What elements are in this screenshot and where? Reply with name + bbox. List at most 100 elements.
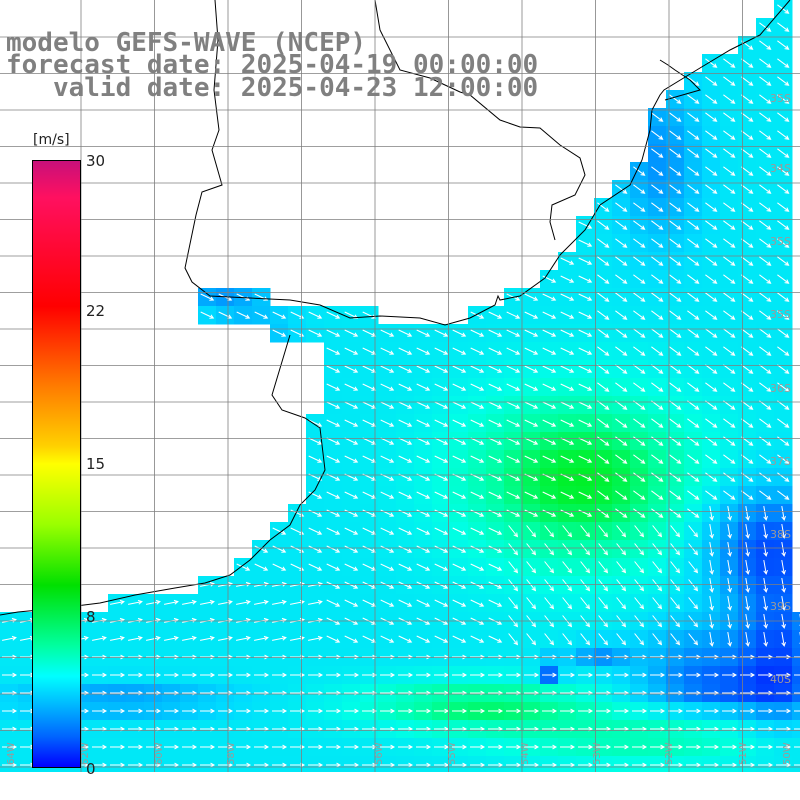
wind-arrow: [651, 472, 664, 482]
wind-arrow: [452, 672, 468, 678]
wind-arrow: [344, 563, 359, 571]
wind-arrow: [508, 543, 519, 556]
wind-arrow: [326, 509, 341, 517]
wind-arrow: [218, 654, 234, 660]
wind-arrow: [542, 491, 557, 499]
wind-arrow: [470, 491, 485, 499]
wind-arrow: [759, 184, 772, 194]
wind-arrow: [416, 437, 431, 445]
wind-arrow: [741, 490, 754, 500]
wind-arrow: [777, 418, 790, 428]
wind-arrow: [759, 472, 772, 482]
wind-arrow: [326, 581, 341, 589]
wind-arrow: [92, 654, 108, 660]
wind-arrow: [380, 744, 396, 750]
wind-arrow: [650, 672, 666, 678]
wind-arrow: [146, 708, 162, 714]
wind-arrow: [669, 508, 682, 518]
wind-arrow: [777, 130, 790, 140]
wind-arrow: [763, 506, 768, 521]
wind-arrow: [434, 581, 449, 589]
wind-arrow: [615, 256, 628, 266]
wind-arrow: [758, 654, 774, 660]
wind-arrow: [580, 561, 591, 574]
wind-arrow: [308, 654, 324, 660]
wind-arrow: [398, 744, 414, 750]
wind-arrow: [723, 130, 736, 140]
wind-arrow: [218, 672, 234, 678]
wind-arrow: [308, 672, 324, 678]
wind-arrow: [745, 560, 750, 575]
wind-arrow: [705, 364, 718, 374]
wind-arrow: [218, 635, 233, 641]
wind-arrow: [236, 599, 251, 605]
wind-arrow: [687, 328, 700, 338]
wind-arrow: [200, 311, 215, 319]
wind-arrow: [669, 130, 682, 140]
wind-arrow: [416, 527, 431, 535]
wind-arrow: [326, 762, 342, 768]
wind-arrow: [633, 238, 646, 248]
wind-arrow: [597, 382, 610, 392]
wind-arrow: [164, 762, 180, 768]
wind-cell: [216, 756, 235, 772]
wind-arrow: [704, 744, 720, 750]
wind-arrow: [488, 563, 503, 571]
wind-arrow: [705, 76, 718, 86]
wind-arrow: [128, 708, 144, 714]
wind-arrow: [776, 744, 792, 750]
wind-arrow: [434, 401, 449, 409]
wind-arrow: [398, 563, 413, 571]
wind-arrow: [776, 672, 792, 678]
wind-arrow: [560, 311, 575, 319]
wind-arrow: [741, 472, 754, 482]
wind-arrow: [651, 454, 664, 464]
wind-arrow: [709, 578, 714, 593]
wind-cell: [792, 630, 800, 649]
wind-arrow: [488, 654, 504, 660]
wind-arrow: [542, 329, 557, 337]
wind-arrow: [380, 581, 395, 589]
colorbar-tick-8: 8: [86, 608, 96, 626]
wind-arrow: [398, 401, 413, 409]
wind-arrow: [128, 635, 143, 641]
wind-arrow: [236, 563, 251, 571]
wind-arrow: [777, 346, 790, 356]
wind-arrow: [488, 527, 503, 535]
wind-arrow: [182, 599, 197, 605]
wind-arrow: [434, 437, 449, 445]
lon-label: 56W: [374, 742, 385, 765]
wind-arrow: [759, 490, 772, 500]
wind-arrow: [272, 762, 288, 768]
wind-arrow: [2, 635, 17, 641]
wind-arrow: [326, 635, 341, 643]
wind-arrow: [344, 744, 360, 750]
wind-arrow: [777, 382, 790, 392]
wind-cell: [486, 756, 505, 772]
wind-arrow: [398, 545, 413, 553]
wind-arrow: [615, 346, 628, 356]
wind-arrow: [542, 654, 558, 660]
wind-cell: [774, 756, 793, 772]
wind-arrow: [723, 184, 736, 194]
wind-arrow: [741, 130, 754, 140]
wind-cell: [144, 756, 163, 772]
wind-arrow: [759, 256, 772, 266]
wind-arrow: [723, 310, 736, 320]
wind-arrow: [651, 256, 664, 266]
wind-arrow: [380, 762, 396, 768]
wind-arrow: [650, 762, 666, 768]
wind-arrow: [398, 635, 413, 643]
wind-arrow: [763, 578, 768, 593]
wind-arrow: [596, 708, 612, 714]
wind-arrow: [652, 525, 663, 538]
wind-arrow: [452, 635, 467, 643]
wind-cell: [126, 756, 145, 772]
wind-arrow: [182, 708, 198, 714]
wind-arrow: [308, 708, 324, 714]
wind-arrow: [670, 525, 681, 538]
wind-arrow: [578, 329, 593, 337]
wind-arrow: [146, 635, 161, 641]
wind-arrow: [777, 112, 790, 122]
wind-arrow: [580, 525, 591, 538]
